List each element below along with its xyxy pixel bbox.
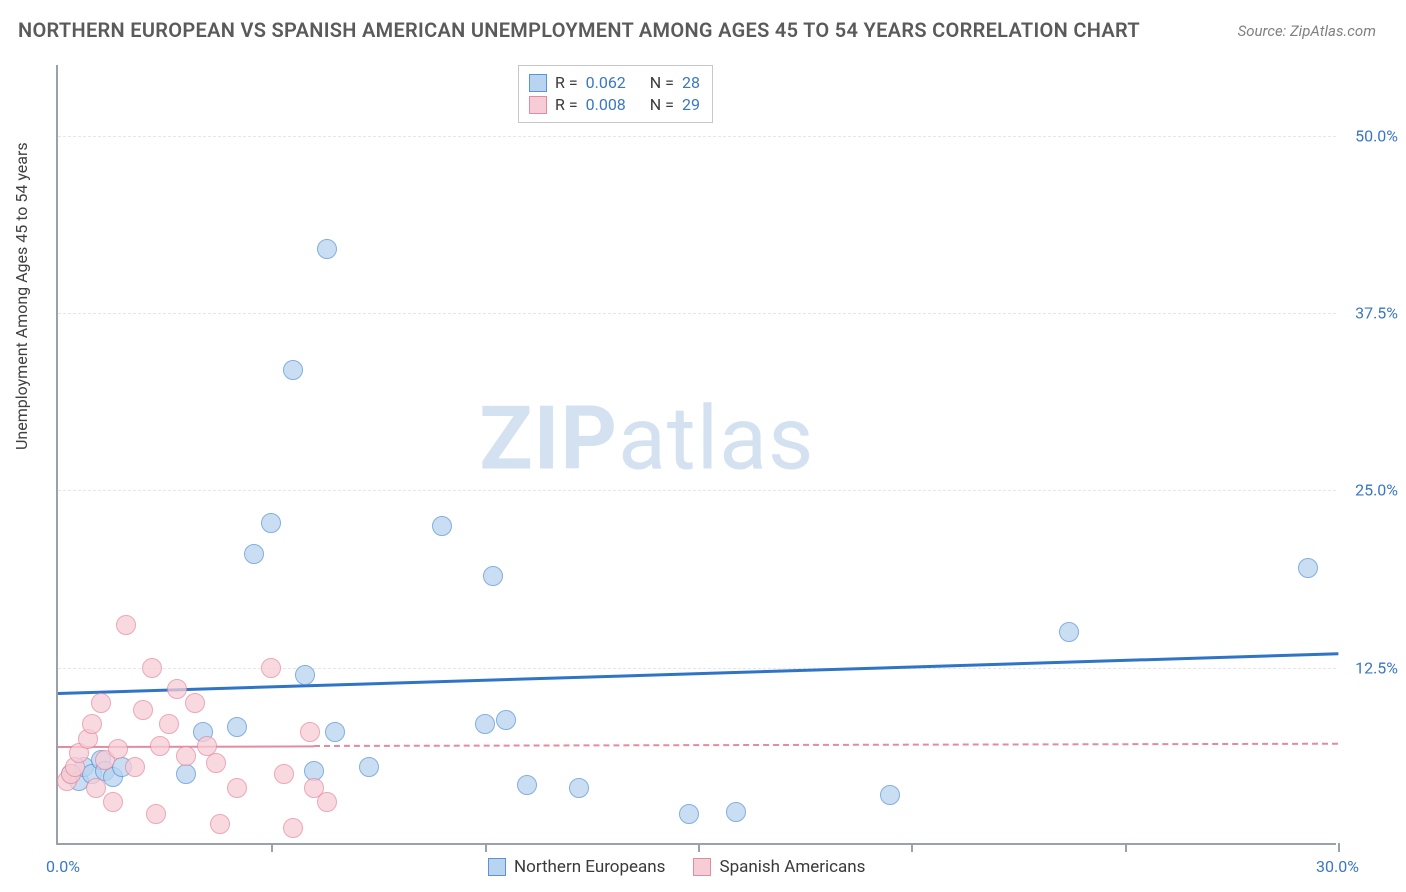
data-point-spanish xyxy=(206,753,226,773)
data-point-northern xyxy=(325,722,345,742)
data-point-spanish xyxy=(167,679,187,699)
data-point-northern xyxy=(483,566,503,586)
data-point-spanish xyxy=(108,739,128,759)
swatch-spanish xyxy=(529,96,547,114)
x-tick xyxy=(911,843,913,852)
data-point-northern xyxy=(227,717,247,737)
chart-title: NORTHERN EUROPEAN VS SPANISH AMERICAN UN… xyxy=(18,18,1140,42)
legend-label-spanish: Spanish Americans xyxy=(719,857,865,877)
data-point-spanish xyxy=(86,778,106,798)
data-point-northern xyxy=(475,714,495,734)
data-point-spanish xyxy=(227,778,247,798)
data-point-spanish xyxy=(150,736,170,756)
swatch-northern xyxy=(529,74,547,92)
n-val-northern: 28 xyxy=(682,72,700,94)
data-point-northern xyxy=(359,757,379,777)
source-attribution: Source: ZipAtlas.com xyxy=(1238,22,1376,40)
legend-item-northern: Northern Europeans xyxy=(488,857,665,877)
x-tick xyxy=(698,843,700,852)
data-point-northern xyxy=(317,239,337,259)
x-tick xyxy=(1125,843,1127,852)
gridline xyxy=(58,490,1336,491)
data-point-spanish xyxy=(103,792,123,812)
series-legend: Northern Europeans Spanish Americans xyxy=(488,857,865,877)
watermark-bold: ZIP xyxy=(479,388,618,491)
x-axis-max-label: 30.0% xyxy=(1316,857,1359,876)
legend-item-spanish: Spanish Americans xyxy=(693,857,865,877)
gridline xyxy=(58,668,1336,669)
trend-line xyxy=(58,652,1338,695)
data-point-northern xyxy=(176,764,196,784)
r-label: R = xyxy=(555,72,578,94)
legend-label-northern: Northern Europeans xyxy=(514,857,665,877)
data-point-northern xyxy=(295,665,315,685)
swatch-spanish-2 xyxy=(693,858,711,876)
data-point-spanish xyxy=(176,746,196,766)
data-point-spanish xyxy=(300,722,320,742)
y-tick-label: 25.0% xyxy=(1343,481,1398,500)
data-point-spanish xyxy=(146,804,166,824)
y-tick-label: 37.5% xyxy=(1343,304,1398,323)
data-point-northern xyxy=(517,775,537,795)
y-tick-label: 50.0% xyxy=(1343,126,1398,145)
watermark-rest: atlas xyxy=(618,388,814,491)
data-point-northern xyxy=(496,710,516,730)
data-point-spanish xyxy=(91,693,111,713)
data-point-northern xyxy=(244,544,264,564)
gridline xyxy=(58,313,1336,314)
y-tick-label: 12.5% xyxy=(1343,658,1398,677)
data-point-spanish xyxy=(283,818,303,838)
trend-line xyxy=(314,743,1338,747)
data-point-northern xyxy=(1298,558,1318,578)
data-point-spanish xyxy=(116,615,136,635)
r-label-2: R = xyxy=(555,94,578,116)
data-point-spanish xyxy=(261,658,281,678)
y-axis-label: Unemployment Among Ages 45 to 54 years xyxy=(12,142,31,450)
watermark: ZIPatlas xyxy=(479,388,814,491)
r-val-spanish: 0.008 xyxy=(586,94,626,116)
data-point-spanish xyxy=(142,658,162,678)
stats-row-northern: R = 0.062 N = 28 xyxy=(529,72,700,94)
data-point-spanish xyxy=(133,700,153,720)
stats-row-spanish: R = 0.008 N = 29 xyxy=(529,94,700,116)
data-point-northern xyxy=(432,516,452,536)
r-val-northern: 0.062 xyxy=(586,72,626,94)
data-point-spanish xyxy=(210,814,230,834)
data-point-northern xyxy=(569,778,589,798)
data-point-spanish xyxy=(317,792,337,812)
swatch-northern-2 xyxy=(488,858,506,876)
data-point-northern xyxy=(679,804,699,824)
data-point-northern xyxy=(726,802,746,822)
n-label: N = xyxy=(650,72,674,94)
data-point-northern xyxy=(261,513,281,533)
plot-area: ZIPatlas R = 0.062 N = 28 R = 0.008 N = … xyxy=(56,65,1336,845)
data-point-northern xyxy=(1059,622,1079,642)
data-point-spanish xyxy=(125,757,145,777)
data-point-spanish xyxy=(185,693,205,713)
gridline xyxy=(58,136,1336,137)
data-point-spanish xyxy=(274,764,294,784)
data-point-spanish xyxy=(82,714,102,734)
n-label-2: N = xyxy=(650,94,674,116)
data-point-northern xyxy=(283,360,303,380)
stats-legend: R = 0.062 N = 28 R = 0.008 N = 29 xyxy=(518,65,713,123)
data-point-northern xyxy=(880,785,900,805)
data-point-spanish xyxy=(159,714,179,734)
x-axis-min-label: 0.0% xyxy=(46,857,80,876)
x-tick xyxy=(1338,843,1340,852)
x-tick xyxy=(271,843,273,852)
x-tick xyxy=(485,843,487,852)
n-val-spanish: 29 xyxy=(682,94,700,116)
